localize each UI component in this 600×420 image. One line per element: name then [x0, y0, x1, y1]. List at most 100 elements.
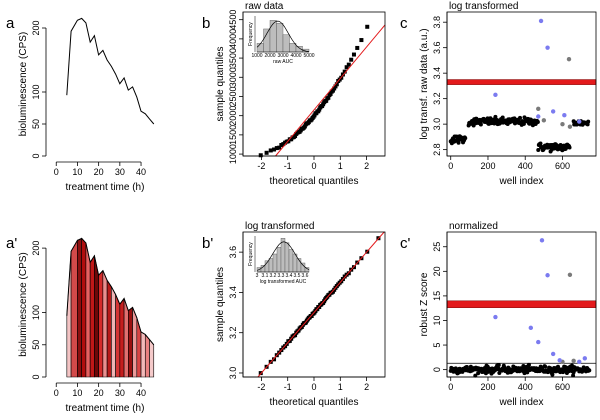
area-segment — [85, 242, 91, 378]
outlier-point-grey — [536, 106, 541, 112]
series-line — [66, 17, 155, 125]
inset-bar — [263, 28, 271, 53]
y-tick-label: 4500 — [228, 10, 238, 30]
panel-label: a' — [6, 235, 17, 252]
y-tick-label: 3.2 — [432, 92, 442, 105]
inset-bar — [282, 34, 290, 53]
qq-point — [258, 153, 263, 158]
outlier-point-grey — [567, 124, 573, 129]
qq-point — [351, 52, 356, 57]
inset-y-label: Frequency — [248, 22, 254, 46]
x-tick-label: 400 — [518, 161, 533, 171]
inset-bar — [268, 258, 274, 273]
y-tick-label: 0 — [31, 153, 41, 158]
panel-label: c' — [400, 235, 411, 252]
inset-tick-label: 4000 — [290, 53, 301, 59]
area-segment — [70, 239, 78, 378]
x-tick-label: 0 — [54, 167, 59, 177]
y-tick-label: 50 — [31, 340, 41, 350]
panel-c-prime: 0 200 400 600 0 5 10 15 20 25 well index robust Z s… — [400, 221, 597, 408]
x-tick-label: 30 — [115, 167, 125, 177]
qq-point — [293, 333, 298, 338]
qq-point — [268, 148, 273, 153]
panel-c: 0 200 400 600 2.8 3.0 3.2 3.4 3.6 3.8 well index lo… — [400, 1, 597, 187]
inset-bar — [289, 43, 297, 53]
y-axis-label: bioluminescence (CPS) — [18, 32, 29, 137]
well-point — [463, 136, 468, 141]
outlier-point-blue — [550, 351, 556, 357]
qq-point — [355, 45, 360, 50]
x-tick-label: 2 — [364, 382, 369, 392]
area-segment — [144, 333, 150, 378]
panel-label: b' — [202, 235, 213, 252]
y-tick-label: 3.6 — [432, 41, 442, 54]
y-tick-label: 3.6 — [228, 246, 238, 259]
x-axis-label: well index — [499, 176, 544, 187]
qq-point — [317, 107, 322, 112]
panel-label: a — [6, 15, 15, 32]
well-point — [552, 146, 557, 151]
y-tick-label: 3500 — [228, 48, 238, 68]
x-tick-label: 0 — [54, 388, 59, 398]
x-tick-label: 20 — [94, 388, 104, 398]
outlier-point-blue — [557, 358, 562, 363]
qq-point — [272, 357, 277, 362]
y-tick-label: 20 — [432, 266, 442, 276]
chart-title: log transformed — [449, 1, 518, 12]
x-tick-label: 30 — [115, 388, 125, 398]
inset-bar — [269, 20, 277, 53]
y-axis-label: sample quantiles — [215, 267, 226, 342]
area-segment — [128, 306, 133, 378]
well-point — [567, 145, 572, 150]
area-segment — [102, 270, 108, 378]
area-segment — [81, 237, 87, 378]
inset-tick-label: 3 — [256, 273, 259, 279]
x-tick-label: 40 — [136, 388, 146, 398]
outlier-point-blue — [493, 92, 498, 98]
area-segment — [98, 269, 104, 378]
qq-point — [349, 57, 354, 62]
outlier-point-blue — [577, 359, 582, 364]
area-segment — [89, 254, 95, 378]
y-tick-label: 200 — [31, 20, 41, 35]
x-tick-label: 600 — [555, 161, 570, 171]
x-axis-label: theoretical quantiles — [270, 176, 359, 187]
outlier-point-blue — [545, 45, 550, 50]
qq-point — [272, 147, 277, 152]
y-tick-label: 50 — [31, 119, 41, 129]
area-segment — [77, 237, 82, 378]
y-tick-label: 3000 — [228, 67, 238, 87]
qq-point — [346, 62, 351, 67]
inset-bar — [284, 242, 290, 273]
reference-line — [257, 231, 385, 378]
outlier-point-blue — [493, 314, 498, 320]
qq-point — [264, 150, 269, 155]
qq-point — [324, 98, 329, 103]
area-segment — [66, 251, 72, 378]
y-tick-label: 100 — [31, 305, 41, 320]
inset-tick-label: 3000 — [277, 53, 288, 59]
inset-tick-label: 3.2 — [270, 273, 277, 279]
well-point — [500, 115, 505, 120]
well-point — [478, 122, 483, 127]
outlier-point-grey — [571, 358, 576, 363]
well-point — [587, 368, 592, 373]
x-tick-label: 1 — [338, 161, 343, 171]
well-point — [476, 371, 481, 376]
y-tick-label: 2.8 — [432, 143, 442, 156]
qq-point — [328, 91, 333, 96]
x-tick-label: -2 — [257, 161, 265, 171]
inset-density-curve — [256, 20, 310, 52]
outlier-point-blue — [536, 114, 541, 119]
qq-point — [277, 145, 282, 150]
well-point — [543, 364, 548, 369]
x-tick-label: 0 — [448, 382, 453, 392]
plot-frame — [242, 231, 386, 378]
well-point — [536, 148, 541, 153]
panel-b: -2 -1 0 1 210001500200025003000350040004500t… — [202, 1, 386, 187]
threshold-band — [446, 79, 597, 85]
x-tick-label: 10 — [72, 388, 82, 398]
outlier-point-grey — [567, 272, 573, 277]
inset-tick-label: 3.3 — [278, 273, 285, 279]
inset-tick-label: 3.4 — [286, 273, 293, 279]
